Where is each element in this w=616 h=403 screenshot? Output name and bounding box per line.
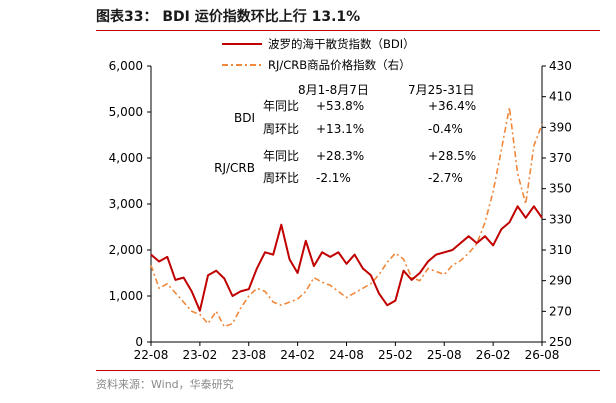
y-left-tick-label: 4,000: [109, 151, 143, 165]
y-right-tick-label: 250: [549, 335, 572, 349]
x-tick-label: 25-08: [427, 348, 462, 362]
x-tick-label: 23-02: [182, 348, 217, 362]
title-rule: [96, 30, 600, 31]
annotation-value-col1: +28.3%: [316, 149, 364, 163]
annotation-value-col2: -0.4%: [428, 122, 463, 136]
x-tick-label: 25-02: [378, 348, 413, 362]
annotation-metric-label: 年同比: [263, 149, 299, 163]
annotation-value-col1: -2.1%: [316, 171, 351, 185]
source-note: 资料来源：Wind，华泰研究: [96, 378, 234, 391]
annotation-value-col1: +13.1%: [316, 122, 364, 136]
annotation-value-col2: +36.4%: [428, 99, 476, 113]
y-right-tick-label: 370: [549, 151, 572, 165]
y-left-tick-label: 0: [135, 335, 143, 349]
figure-title: 图表33： BDI 运价指数环比上行 13.1%: [96, 9, 361, 25]
legend-label-crb: RJ/CRB商品价格指数（右）: [268, 58, 411, 72]
annotation-group-label: BDI: [234, 111, 255, 125]
x-tick-label: 24-02: [280, 348, 315, 362]
y-left-tick-label: 6,000: [109, 59, 143, 73]
annotation-col1-header: 8月1-8月7日: [298, 83, 369, 97]
y-left-tick-label: 1,000: [109, 289, 143, 303]
legend-label-bdi: 波罗的海干散货指数（BDI）: [268, 37, 415, 51]
y-right-tick-label: 430: [549, 59, 572, 73]
annotation-group-label: RJ/CRB: [214, 161, 255, 175]
y-right-tick-label: 390: [549, 120, 572, 134]
y-left-tick-label: 2,000: [109, 243, 143, 257]
line-chart: 0 1,000 2,000 3,000 4,000 5,000 6,000 250 270 290…: [109, 37, 572, 362]
annotation-value-col2: +28.5%: [428, 149, 476, 163]
x-tick-label: 24-08: [329, 348, 364, 362]
y-right-tick-label: 290: [549, 274, 572, 288]
series-line-bdi: [150, 205, 543, 312]
annotation-col2-header: 7月25-31日: [408, 83, 475, 97]
y-left-tick-label: 3,000: [109, 197, 143, 211]
y-right-tick-label: 270: [549, 304, 572, 318]
series-line-crb: [150, 106, 543, 328]
annotation-metric-label: 年同比: [263, 99, 299, 113]
chart-axes: 0 1,000 2,000 3,000 4,000 5,000 6,000 250 270 290…: [109, 59, 572, 362]
x-tick-label: 26-02: [476, 348, 511, 362]
annotation-metric-label: 周环比: [263, 171, 299, 185]
annotation-value-col1: +53.8%: [316, 99, 364, 113]
annotation-metric-label: 周环比: [263, 122, 299, 136]
annotation-value-col2: -2.7%: [428, 171, 463, 185]
y-left-tick-label: 5,000: [109, 105, 143, 119]
footer-rule: [96, 370, 600, 371]
annotation-table: 8月1-8月7日 7月25-31日 BDI 年同比 +53.8% +36.4% 周环比 +13…: [214, 83, 476, 185]
x-tick-label: 23-08: [231, 348, 266, 362]
y-right-tick-label: 350: [549, 182, 572, 196]
y-right-tick-label: 410: [549, 90, 572, 104]
chart-legend: 波罗的海干散货指数（BDI） RJ/CRB商品价格指数（右）: [222, 37, 415, 72]
y-right-tick-label: 310: [549, 243, 572, 257]
x-tick-label: 26-08: [525, 348, 560, 362]
y-right-tick-label: 330: [549, 212, 572, 226]
x-tick-label: 22-08: [134, 348, 169, 362]
series-layer: [150, 106, 543, 328]
